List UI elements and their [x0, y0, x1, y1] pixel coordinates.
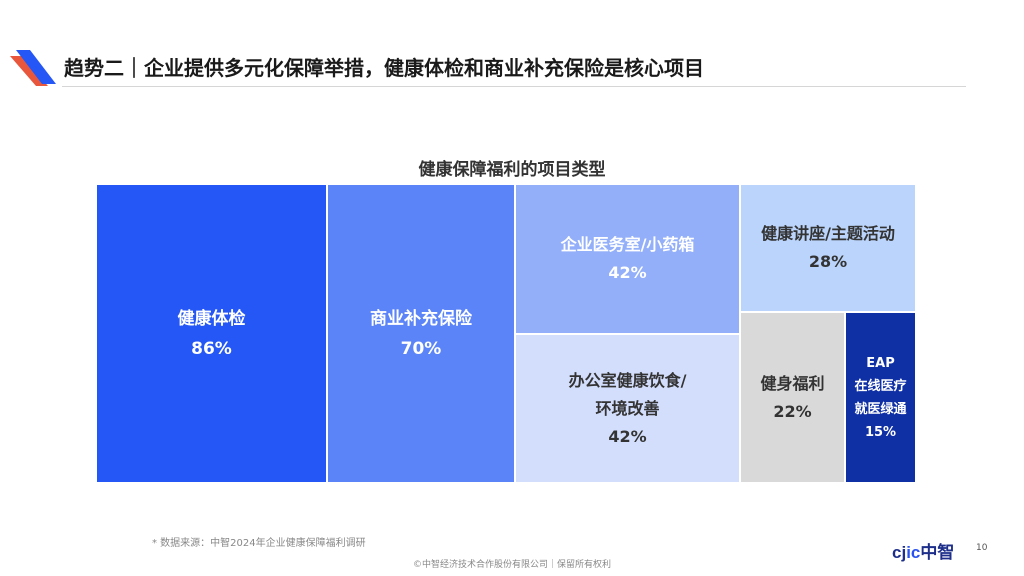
treemap-cell-value: 42% [608, 263, 647, 282]
page-number: 10 [976, 543, 988, 553]
treemap-cell-commercial-insurance: 商业补充保险 70% [327, 184, 515, 483]
treemap-cell-value: 70% [400, 338, 442, 359]
treemap-cell-label: 办公室健康饮食/ 环境改善 [568, 370, 687, 418]
treemap-cell-value: 15% [864, 424, 897, 440]
treemap-cell-label: 商业补充保险 [370, 308, 472, 329]
treemap-cell-value: 42% [608, 426, 647, 446]
treemap-cell-label: 健身福利 [760, 373, 825, 393]
brand-latin-b: ic [906, 543, 921, 562]
treemap-cell-value: 22% [773, 401, 812, 421]
treemap-cell-value: 86% [191, 338, 232, 359]
treemap-cell-label: 企业医务室/小药箱 [560, 235, 695, 254]
brand-cn: 中智 [920, 543, 955, 563]
treemap-cell-fitness-benefit: 健身福利 22% [740, 312, 845, 483]
copyright-footer: ©中智经济技术合作股份有限公司｜保留所有权利 [412, 560, 611, 570]
page-title: 趋势二｜企业提供多元化保障举措，健康体检和商业补充保险是核心项目 [64, 56, 704, 80]
title-divider [62, 86, 966, 87]
treemap-cell-value: 28% [808, 252, 848, 271]
brand-logo: cjic中智 [892, 538, 954, 563]
treemap-cell-lecture-activities: 健康讲座/主题活动 28% [740, 184, 916, 312]
logo-chevron-icon [10, 50, 56, 86]
source-note: * 数据来源：中智2024年企业健康保障福利调研 [152, 538, 366, 549]
treemap-cell-label: 健康体检 [177, 308, 246, 329]
treemap-cell-office-diet-environment: 办公室健康饮食/ 环境改善 42% [515, 334, 740, 483]
treemap-cell-label: 健康讲座/主题活动 [761, 224, 895, 243]
treemap-cell-health-checkup: 健康体检 86% [96, 184, 327, 483]
treemap-cell-label: EAP 在线医疗 就医绿通 [854, 355, 907, 417]
brand-latin-a: cj [892, 543, 907, 562]
treemap-cell-clinic-medicine-box: 企业医务室/小药箱 42% [515, 184, 740, 334]
chart-title: 健康保障福利的项目类型 [418, 160, 606, 180]
treemap-cell-eap-online-medical: EAP 在线医疗 就医绿通 15% [845, 312, 916, 483]
